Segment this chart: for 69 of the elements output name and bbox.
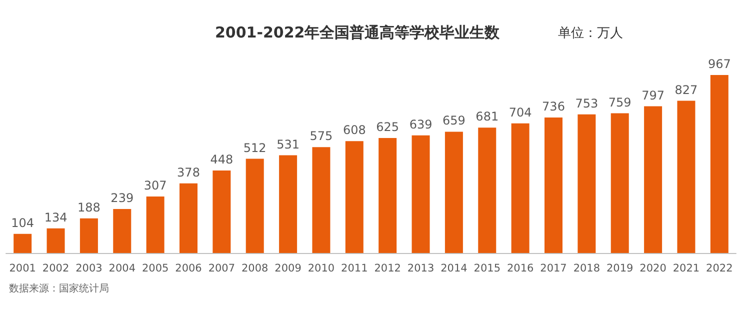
bar (312, 147, 330, 253)
bar (478, 128, 496, 253)
bar (677, 100, 696, 253)
data-label: 512 (243, 140, 266, 155)
x-tick-label: 2006 (175, 262, 202, 274)
data-label: 608 (342, 123, 366, 138)
bar (14, 234, 32, 253)
x-tick-label: 2017 (540, 262, 567, 274)
bar (246, 158, 264, 253)
source-note: 数据来源：国家统计局 (9, 282, 109, 294)
x-tick-label: 2004 (108, 262, 136, 274)
data-label: 797 (642, 88, 664, 102)
x-tick-label: 2009 (274, 262, 302, 274)
bar (610, 113, 629, 253)
bar (46, 228, 65, 253)
x-tick-label: 2022 (706, 262, 733, 274)
data-label: 967 (708, 57, 731, 71)
x-tick-label: 2008 (241, 262, 268, 274)
x-tick-label: 2001 (9, 262, 36, 274)
bar (80, 218, 98, 253)
data-label: 753 (575, 96, 598, 110)
x-tick-label: 2007 (208, 262, 236, 274)
bar (146, 196, 164, 253)
bar (180, 183, 198, 253)
data-label: 134 (44, 210, 68, 224)
x-tick-label: 2021 (672, 262, 700, 274)
x-tick-label: 2010 (308, 262, 335, 274)
x-tick-label: 2020 (640, 262, 666, 274)
data-label: 639 (409, 117, 432, 132)
bar (444, 132, 463, 253)
x-tick-label: 2003 (76, 262, 102, 274)
x-tick-label: 2014 (440, 262, 468, 274)
x-tick-label: 2019 (606, 262, 634, 274)
bar (578, 114, 596, 253)
x-tick-label: 2016 (506, 262, 534, 274)
x-tick-label: 2005 (142, 262, 169, 274)
data-label: 659 (442, 114, 466, 128)
bar (412, 135, 430, 253)
x-tick-label: 2012 (374, 262, 401, 274)
chart-subtitle: 单位：万人 (558, 26, 623, 41)
x-tick-label: 2011 (341, 262, 368, 274)
x-tick-label: 2002 (42, 262, 70, 274)
data-label: 307 (144, 178, 167, 192)
data-label: 104 (11, 216, 34, 230)
bar (113, 209, 132, 253)
data-label: 736 (542, 100, 565, 114)
data-label: 759 (608, 95, 632, 110)
chart-title: 2001-2022年全国普通高等学校毕业生数 (215, 24, 501, 42)
data-label: 188 (78, 200, 100, 214)
data-label: 378 (177, 165, 200, 180)
bar (345, 141, 364, 253)
x-tick-label: 2015 (474, 262, 501, 274)
bar (710, 75, 728, 253)
data-label: 575 (310, 129, 333, 144)
data-label: 681 (476, 110, 499, 124)
x-tick-label: 2018 (573, 262, 600, 274)
bar (511, 123, 530, 253)
data-label: 625 (376, 120, 400, 134)
bar (544, 118, 562, 253)
data-label: 827 (674, 82, 698, 97)
x-tick-label: 2013 (407, 262, 434, 274)
bar (279, 155, 298, 253)
data-label: 531 (276, 137, 300, 152)
data-label: 448 (210, 152, 234, 167)
data-label: 704 (508, 105, 532, 120)
bar (644, 106, 662, 253)
bar (378, 138, 397, 253)
bar (212, 170, 231, 253)
data-label: 239 (110, 191, 134, 206)
